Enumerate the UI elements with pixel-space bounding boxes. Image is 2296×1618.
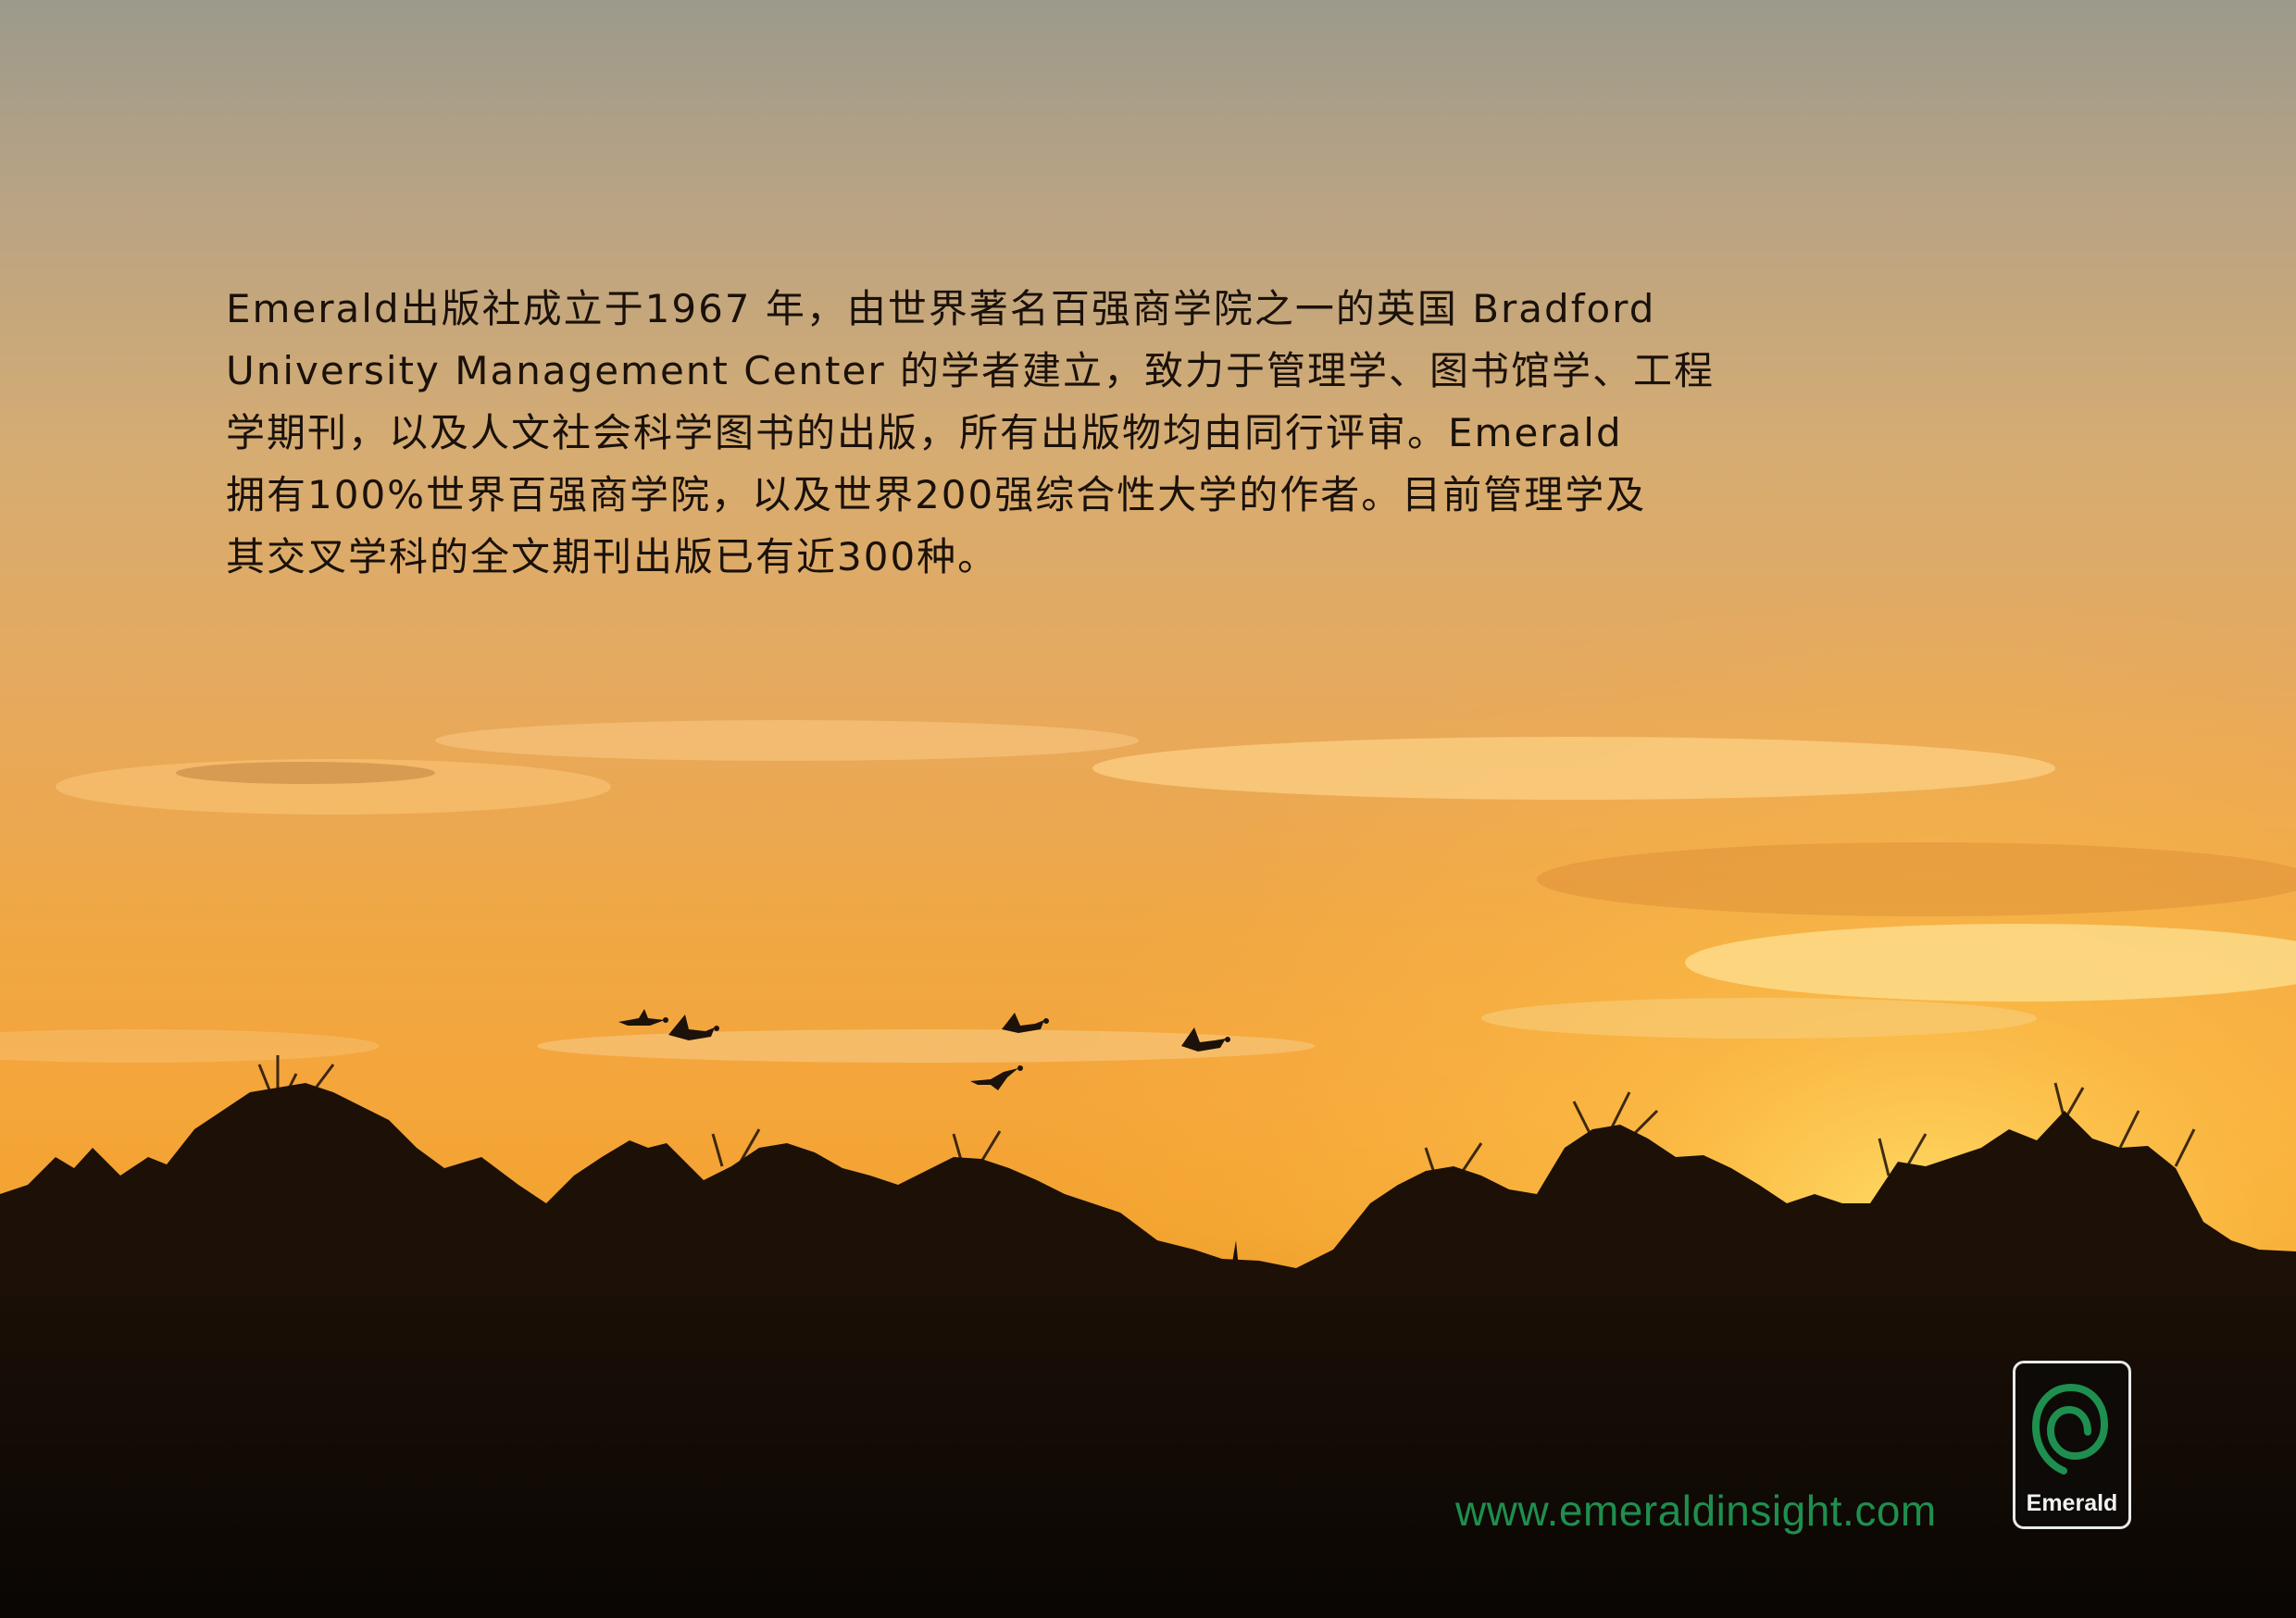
intro-paragraph: Emerald出版社成立于1967 年，由世界著名百强商学院之一的英国 Brad… — [226, 278, 1744, 588]
intro-line-2: University Management Center 的学者建立，致力于管理… — [226, 348, 1715, 393]
intro-line-3: 学期刊，以及人文社会科学图书的出版，所有出版物均由同行评审。Emerald — [226, 410, 1623, 455]
emerald-logo: Emerald — [2013, 1361, 2131, 1529]
intro-line-1: Emerald出版社成立于1967 年，由世界著名百强商学院之一的英国 Brad… — [226, 286, 1656, 331]
tree-branches — [257, 1055, 2196, 1176]
intro-line-5: 其交叉学科的全文期刊出版已有近300种。 — [226, 534, 999, 579]
flying-geese — [618, 1009, 1230, 1090]
intro-line-4: 拥有100%世界百强商学院，以及世界200强综合性大学的作者。目前管理学及 — [226, 472, 1647, 517]
clouds — [0, 720, 2296, 1063]
logo-wordmark: Emerald — [2026, 1490, 2118, 1516]
emerald-spiral-icon — [2031, 1383, 2109, 1475]
website-link[interactable]: www.emeraldinsight.com — [1455, 1487, 1937, 1535]
